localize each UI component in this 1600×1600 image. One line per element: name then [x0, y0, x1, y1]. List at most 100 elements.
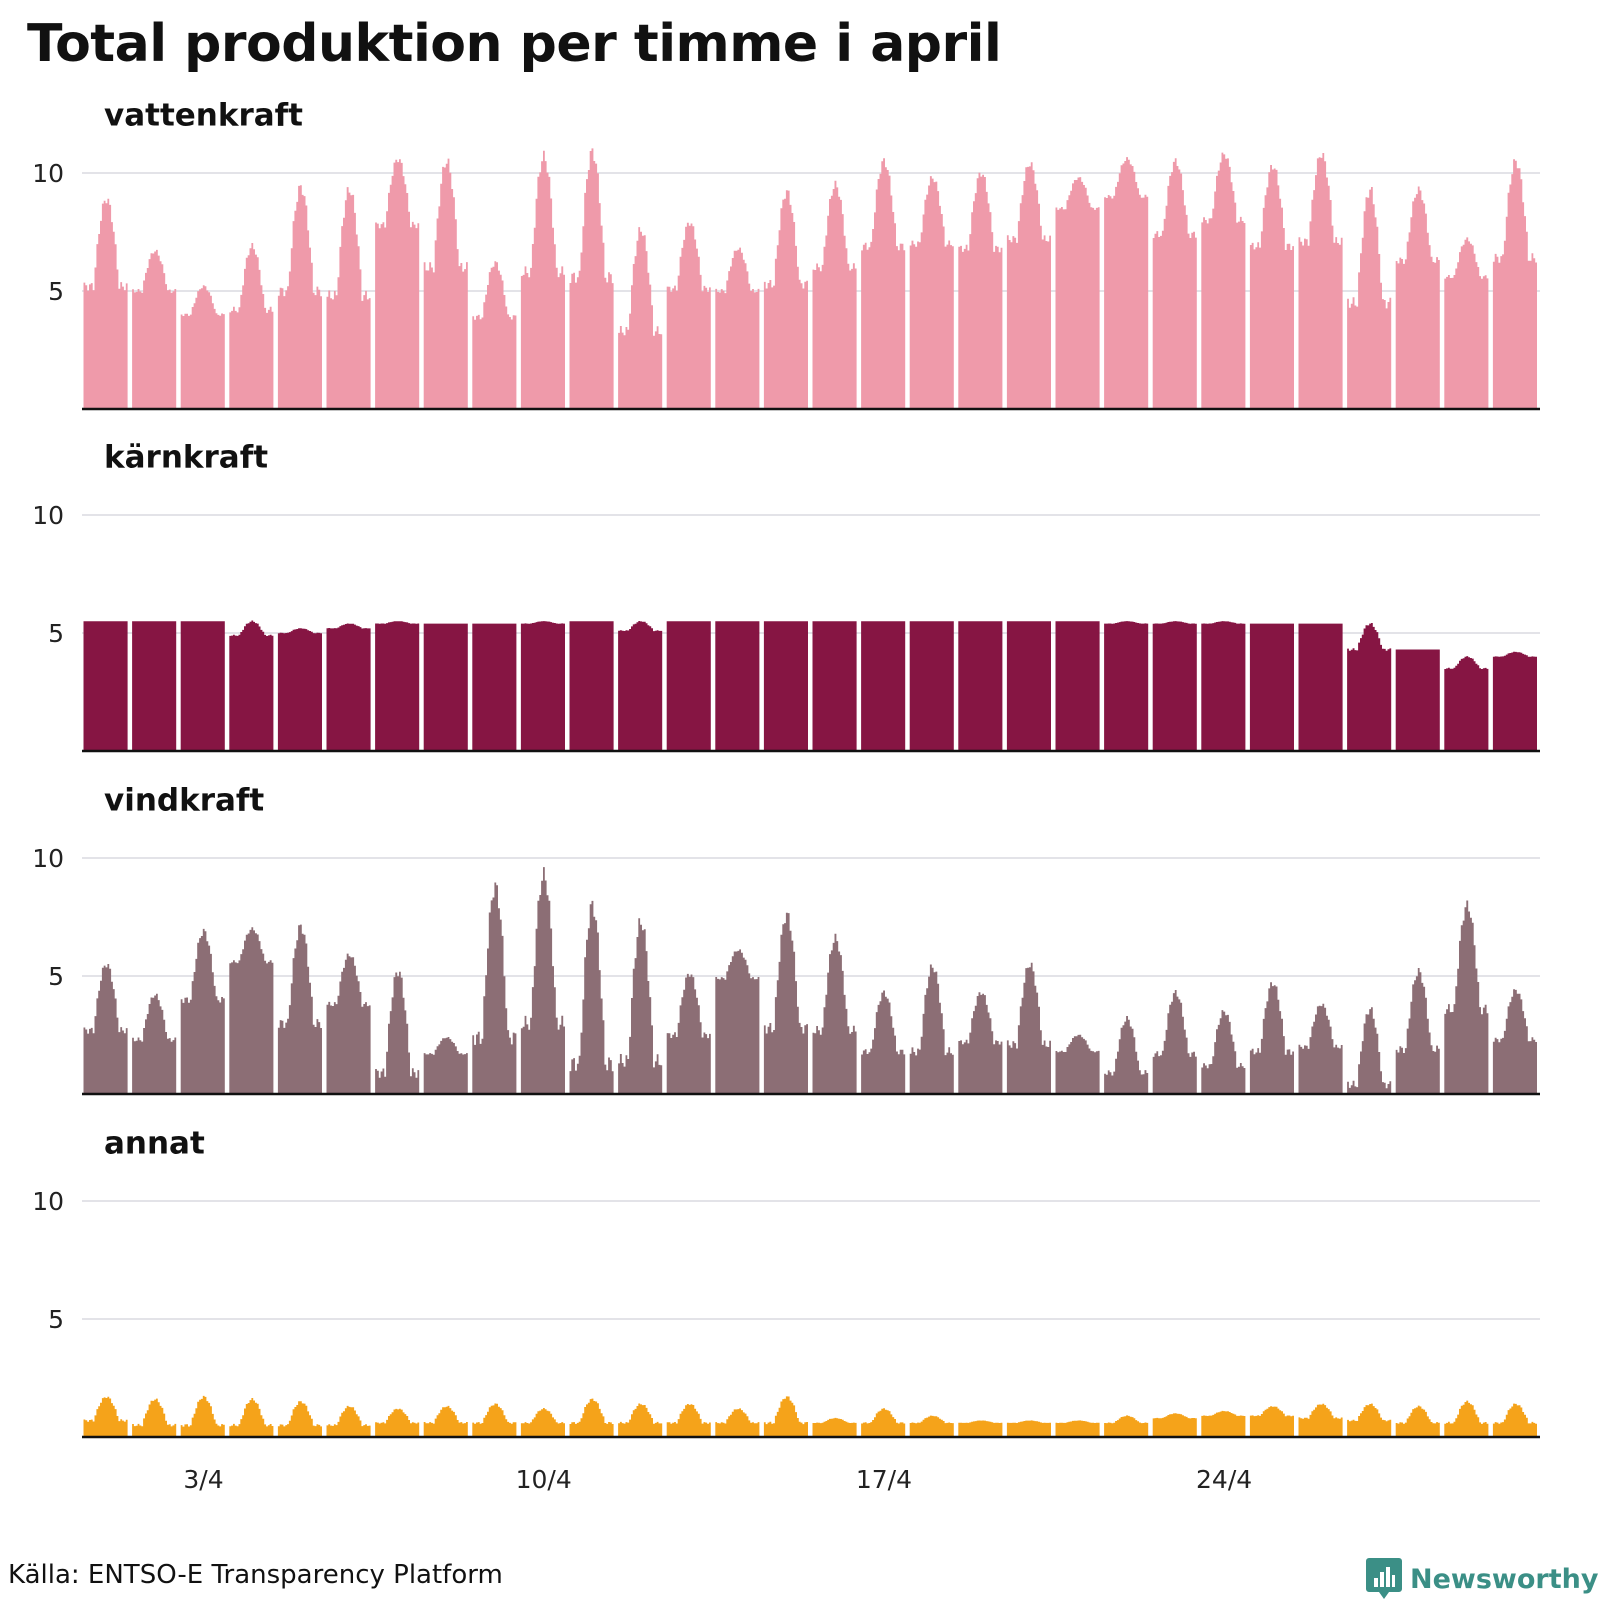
day-area-annat [666, 1404, 711, 1437]
day-area-vattenkraft [423, 158, 468, 409]
y-tick-label: 5 [48, 1305, 64, 1334]
day-area-vattenkraft [520, 150, 565, 409]
day-area-vindkraft [180, 928, 225, 1094]
day-area-kärnkraft [1347, 623, 1392, 751]
day-area-annat [1006, 1420, 1051, 1437]
day-area-kärnkraft [812, 621, 857, 751]
day-area-annat [277, 1401, 322, 1437]
day-area-kärnkraft [1055, 621, 1100, 751]
day-area-annat [423, 1405, 468, 1437]
day-area-vattenkraft [1104, 157, 1149, 409]
day-area-vattenkraft [1444, 237, 1489, 409]
day-area-vindkraft [326, 953, 371, 1094]
panel-label-kärnkraft: kärnkraft [104, 439, 268, 475]
y-tick-label: 10 [32, 844, 64, 873]
day-area-vattenkraft [1395, 186, 1440, 409]
day-area-vattenkraft [909, 176, 954, 409]
day-area-annat [520, 1408, 565, 1437]
day-area-vindkraft [715, 949, 760, 1094]
day-area-vattenkraft [958, 172, 1003, 409]
day-area-vattenkraft [666, 222, 711, 409]
day-area-annat [1201, 1410, 1246, 1437]
day-area-annat [132, 1398, 177, 1437]
day-area-kärnkraft [958, 621, 1003, 751]
day-area-vattenkraft [1152, 158, 1197, 409]
day-area-vindkraft [1201, 1010, 1246, 1094]
day-area-vattenkraft [1347, 187, 1392, 409]
day-area-annat [1444, 1400, 1489, 1437]
y-tick-label: 10 [32, 159, 64, 188]
day-area-vattenkraft [180, 285, 225, 409]
day-area-vindkraft [958, 992, 1003, 1094]
day-area-vindkraft [1055, 1034, 1100, 1094]
day-area-annat [1298, 1403, 1343, 1437]
day-area-vattenkraft [1249, 165, 1294, 409]
day-area-vattenkraft [763, 190, 808, 409]
day-area-vindkraft [472, 882, 517, 1094]
day-area-annat [83, 1396, 128, 1437]
panel-label-annat: annat [104, 1125, 205, 1161]
day-area-kärnkraft [520, 621, 565, 751]
brand-logo[interactable]: Newsworthy [1366, 1558, 1598, 1600]
day-area-annat [569, 1398, 614, 1437]
day-area-vindkraft [229, 927, 274, 1094]
day-area-vindkraft [1006, 962, 1051, 1094]
day-area-vindkraft [1152, 990, 1197, 1094]
day-area-vattenkraft [472, 261, 517, 409]
day-area-vindkraft [812, 933, 857, 1094]
source-note: Källa: ENTSO-E Transparency Platform [8, 1560, 503, 1590]
day-area-kärnkraft [180, 621, 225, 751]
day-area-annat [861, 1408, 906, 1437]
day-area-vattenkraft [132, 249, 177, 409]
day-area-kärnkraft [909, 621, 954, 751]
day-area-vindkraft [83, 964, 128, 1094]
day-area-kärnkraft [1201, 621, 1246, 751]
day-area-annat [180, 1395, 225, 1437]
day-area-kärnkraft [1444, 656, 1489, 751]
y-tick-label: 5 [48, 962, 64, 991]
day-area-vattenkraft [715, 247, 760, 409]
x-tick-label: 24/4 [1196, 1465, 1252, 1494]
day-area-vindkraft [618, 918, 663, 1094]
day-area-kärnkraft [861, 621, 906, 751]
day-area-vindkraft [277, 924, 322, 1094]
day-area-annat [229, 1398, 274, 1437]
day-area-vattenkraft [618, 227, 663, 409]
day-area-annat [1104, 1415, 1149, 1437]
brand-name: Newsworthy [1410, 1563, 1599, 1595]
day-area-vindkraft [1347, 1007, 1392, 1094]
day-area-kärnkraft [1249, 623, 1294, 751]
day-area-kärnkraft [1104, 621, 1149, 751]
panel-annat: 5 10 annat [32, 1125, 1540, 1439]
panel-vattenkraft: 5 10 vattenkraft [32, 97, 1540, 411]
day-area-kärnkraft [1395, 649, 1440, 751]
day-area-vattenkraft [812, 180, 857, 409]
day-area-annat [909, 1415, 954, 1437]
day-area-annat [1055, 1420, 1100, 1437]
day-area-kärnkraft [715, 621, 760, 751]
day-area-annat [715, 1408, 760, 1437]
y-tick-label: 10 [32, 1187, 64, 1216]
day-area-kärnkraft [132, 621, 177, 751]
panel-kärnkraft: 5 10 kärnkraft [32, 439, 1540, 753]
day-area-vindkraft [132, 993, 177, 1094]
day-area-vattenkraft [375, 159, 420, 409]
day-area-kärnkraft [666, 621, 711, 751]
day-area-vindkraft [763, 912, 808, 1094]
day-area-kärnkraft [277, 628, 322, 751]
day-area-annat [958, 1420, 1003, 1437]
panel-vindkraft: 5 10 vindkraft [32, 782, 1540, 1096]
day-area-kärnkraft [326, 623, 371, 751]
day-area-vindkraft [1444, 900, 1489, 1094]
day-area-vattenkraft [569, 148, 614, 409]
day-area-kärnkraft [618, 621, 663, 751]
y-tick-label: 5 [48, 619, 64, 648]
day-area-annat [1152, 1413, 1197, 1437]
day-area-annat [1492, 1403, 1537, 1437]
panel-label-vindkraft: vindkraft [104, 782, 264, 818]
day-area-kärnkraft [472, 623, 517, 751]
day-area-vattenkraft [1298, 153, 1343, 409]
day-area-vindkraft [423, 1037, 468, 1094]
y-tick-label: 5 [48, 277, 64, 306]
